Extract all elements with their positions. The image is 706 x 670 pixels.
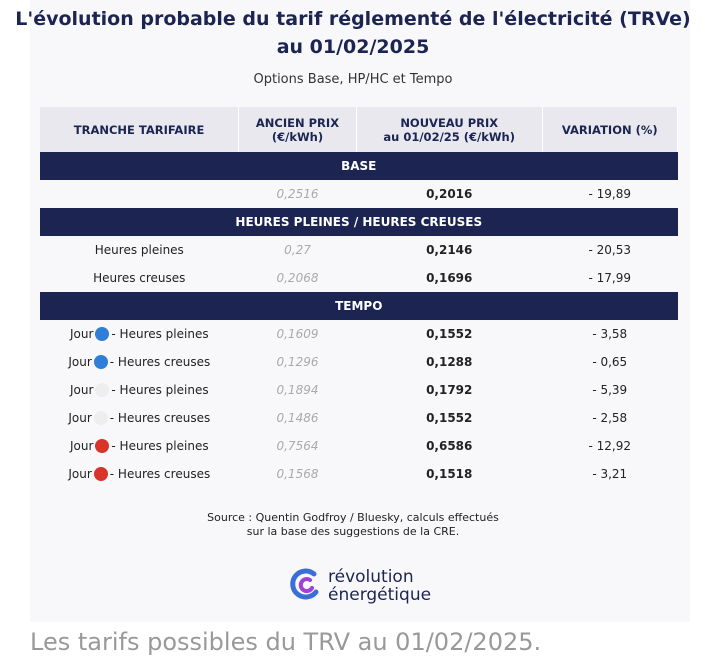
- day-color: [93, 355, 108, 369]
- section-row: TEMPO: [40, 292, 678, 320]
- data-row: Heures creuses 0,2068 0,1696 - 17,99: [40, 264, 678, 292]
- variation: - 5,39: [592, 383, 628, 397]
- tranche: Jour - Heures pleines: [40, 376, 239, 404]
- data-row: Jour - Heures pleines 0,1894 0,1792 - 5,39: [40, 376, 678, 404]
- day: Jour: [69, 439, 94, 453]
- section-row: BASE: [40, 152, 678, 180]
- variation: - 20,53: [588, 243, 632, 257]
- new-price: 0,2146: [426, 243, 473, 257]
- column-header: NOUVEAU PRIX au 01/02/25 (€/kWh): [356, 107, 543, 152]
- header-line: au 01/02/25 (€/kWh): [383, 129, 516, 144]
- data-row: Jour - Heures creuses 0,1296 0,1288 - 0,65: [40, 348, 678, 376]
- period: - Heures creuses: [109, 411, 211, 425]
- label: Heures creuses: [93, 271, 186, 285]
- logo-icon: [290, 568, 319, 600]
- period: - Heures pleines: [111, 327, 209, 341]
- tranche: Jour - Heures creuses: [40, 460, 239, 488]
- new-price: 0,2016: [426, 187, 473, 201]
- old-price: 0,2516: [276, 187, 319, 201]
- period: - Heures creuses: [109, 355, 211, 369]
- variation: - 0,65: [592, 355, 628, 369]
- new-price: 0,1518: [426, 467, 473, 481]
- variation: - 17,99: [588, 271, 632, 285]
- new-price: 0,1288: [426, 355, 473, 369]
- source-line: Source : Quentin Godfroy / Bluesky, calc…: [207, 511, 499, 524]
- logo-text: révolution énergétique: [328, 568, 431, 604]
- old-price: 0,1609: [276, 327, 319, 341]
- column-header: TRANCHE TARIFAIRE: [40, 107, 240, 152]
- old-price: 0,1894: [276, 383, 319, 397]
- new-price: 0,6586: [426, 439, 473, 453]
- label: Heures pleines: [94, 243, 184, 257]
- new-price: 0,1552: [426, 411, 473, 425]
- day-color: [93, 411, 108, 425]
- section-title: TEMPO: [40, 292, 678, 320]
- subtitle: Options Base, HP/HC et Tempo: [253, 72, 453, 87]
- tranche: Jour - Heures pleines: [40, 432, 239, 460]
- variation: - 2,58: [592, 411, 628, 425]
- new-price: 0,1696: [426, 271, 473, 285]
- header-line: ANCIEN PRIX: [255, 115, 340, 130]
- day-color: [95, 383, 110, 397]
- tranche: Heures pleines: [40, 236, 239, 264]
- day-color: [95, 439, 110, 453]
- section-title: BASE: [40, 152, 678, 180]
- tranche: Jour - Heures creuses: [40, 404, 239, 432]
- header-line: VARIATION (%): [561, 122, 658, 137]
- section-row: HEURES PLEINES / HEURES CREUSES: [40, 208, 678, 236]
- column-header: VARIATION (%): [542, 107, 679, 152]
- variation: - 3,58: [592, 327, 628, 341]
- section-title: HEURES PLEINES / HEURES CREUSES: [40, 208, 678, 236]
- source-line: sur la base des suggestions de la CRE.: [246, 525, 460, 538]
- source: Source : Quentin Godfroy / Bluesky, calc…: [0, 511, 706, 539]
- data-row: Jour - Heures creuses 0,1568 0,1518 - 3,21: [40, 460, 678, 488]
- logo-line: révolution: [328, 567, 414, 587]
- title-line: L'évolution probable du tarif réglementé…: [15, 8, 691, 30]
- period: - Heures creuses: [109, 467, 211, 481]
- data-row: 0,2516 0,2016 - 19,89: [40, 180, 678, 208]
- tariff-table: TRANCHE TARIFAIRE ANCIEN PRIX (€/kWh) NOUVE…: [40, 107, 679, 488]
- tranche: [40, 180, 239, 208]
- old-price: 0,2068: [276, 271, 319, 285]
- variation: - 19,89: [588, 187, 632, 201]
- header-line: NOUVEAU PRIX: [400, 115, 499, 130]
- period: - Heures pleines: [111, 383, 209, 397]
- tranche: Heures creuses: [40, 264, 239, 292]
- column-header: ANCIEN PRIX (€/kWh): [238, 107, 357, 152]
- old-price: 0,1568: [276, 467, 319, 481]
- new-price: 0,1792: [426, 383, 473, 397]
- variation: - 12,92: [588, 439, 632, 453]
- tranche: Jour - Heures creuses: [40, 348, 239, 376]
- logo-line: énergétique: [328, 585, 432, 605]
- day: Jour: [68, 467, 92, 481]
- day-color: [93, 467, 108, 481]
- old-price: 0,27: [284, 243, 311, 257]
- day-color: [95, 327, 110, 341]
- day: Jour: [68, 411, 92, 425]
- data-row: Jour - Heures pleines 0,7564 0,6586 - 12,92: [40, 432, 678, 460]
- header-line: (€/kWh): [271, 129, 324, 144]
- data-row: Jour - Heures pleines 0,1609 0,1552 - 3,58: [40, 320, 678, 348]
- caption: Les tarifs possibles du TRV au 01/02/202…: [30, 628, 542, 656]
- new-price: 0,1552: [426, 327, 473, 341]
- day: Jour: [69, 383, 94, 397]
- day: Jour: [68, 355, 92, 369]
- tranche: Jour - Heures pleines: [40, 320, 239, 348]
- variation: - 3,21: [592, 467, 628, 481]
- title-line: au 01/02/2025: [276, 36, 430, 58]
- old-price: 0,7564: [276, 439, 319, 453]
- data-row: Heures pleines 0,27 0,2146 - 20,53: [40, 236, 678, 264]
- old-price: 0,1296: [276, 355, 319, 369]
- old-price: 0,1486: [276, 411, 319, 425]
- day: Jour: [69, 327, 94, 341]
- period: - Heures pleines: [111, 439, 209, 453]
- data-row: Jour - Heures creuses 0,1486 0,1552 - 2,58: [40, 404, 678, 432]
- header-line: TRANCHE TARIFAIRE: [73, 122, 205, 137]
